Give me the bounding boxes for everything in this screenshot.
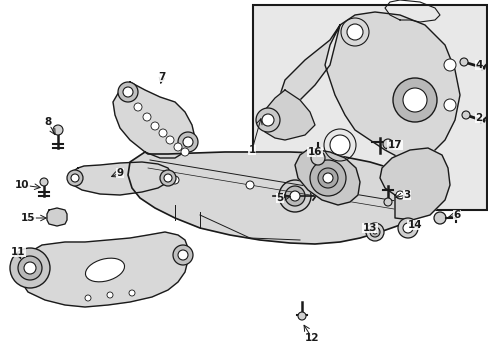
Polygon shape — [379, 148, 449, 220]
Circle shape — [310, 151, 325, 165]
Circle shape — [256, 108, 280, 132]
Text: 4: 4 — [474, 60, 482, 70]
Circle shape — [165, 136, 174, 144]
Text: 7: 7 — [158, 72, 165, 82]
Circle shape — [67, 170, 83, 186]
Circle shape — [118, 82, 138, 102]
Circle shape — [317, 168, 337, 188]
Circle shape — [71, 174, 79, 182]
Polygon shape — [294, 148, 359, 205]
Circle shape — [245, 181, 253, 189]
Circle shape — [178, 250, 187, 260]
Text: 16: 16 — [307, 147, 322, 157]
Circle shape — [323, 173, 332, 183]
Text: 14: 14 — [407, 220, 422, 230]
Circle shape — [134, 103, 142, 111]
Circle shape — [160, 170, 176, 186]
Polygon shape — [260, 90, 314, 140]
Circle shape — [443, 99, 455, 111]
Circle shape — [10, 248, 50, 288]
Circle shape — [171, 176, 179, 184]
Circle shape — [183, 137, 193, 147]
Text: 9: 9 — [116, 168, 123, 178]
Circle shape — [163, 174, 172, 182]
Circle shape — [365, 223, 383, 241]
Circle shape — [178, 132, 198, 152]
Circle shape — [174, 143, 182, 151]
Circle shape — [325, 181, 333, 189]
Circle shape — [433, 212, 445, 224]
Polygon shape — [70, 162, 172, 195]
Circle shape — [262, 114, 273, 126]
Text: 13: 13 — [362, 223, 376, 233]
Circle shape — [459, 58, 467, 66]
Circle shape — [443, 59, 455, 71]
Circle shape — [395, 191, 403, 199]
Circle shape — [181, 148, 189, 156]
Circle shape — [369, 227, 379, 237]
Circle shape — [402, 88, 426, 112]
Circle shape — [279, 180, 310, 212]
Circle shape — [85, 295, 91, 301]
Circle shape — [142, 113, 151, 121]
Circle shape — [107, 292, 113, 298]
Circle shape — [40, 178, 48, 186]
Text: 10: 10 — [15, 180, 29, 190]
Text: 2: 2 — [474, 113, 482, 123]
Circle shape — [129, 290, 135, 296]
Text: 15: 15 — [20, 213, 35, 223]
Text: 8: 8 — [44, 117, 52, 127]
Ellipse shape — [85, 258, 124, 282]
Circle shape — [383, 198, 391, 206]
Circle shape — [24, 262, 36, 274]
Polygon shape — [47, 208, 67, 226]
Circle shape — [397, 218, 417, 238]
Circle shape — [285, 186, 305, 206]
Circle shape — [151, 122, 159, 130]
Polygon shape — [18, 232, 187, 307]
Circle shape — [402, 223, 412, 233]
Circle shape — [329, 135, 349, 155]
Text: 1: 1 — [248, 145, 255, 155]
Circle shape — [461, 111, 469, 119]
Circle shape — [346, 24, 362, 40]
Circle shape — [53, 125, 63, 135]
Circle shape — [392, 78, 436, 122]
Text: 12: 12 — [304, 333, 319, 343]
Polygon shape — [113, 82, 195, 158]
Circle shape — [173, 245, 193, 265]
Circle shape — [309, 160, 346, 196]
Polygon shape — [128, 152, 429, 244]
Text: 3: 3 — [403, 190, 410, 200]
Circle shape — [372, 230, 376, 234]
Circle shape — [123, 87, 133, 97]
Text: 17: 17 — [387, 140, 402, 150]
Circle shape — [289, 191, 299, 201]
Text: 11: 11 — [11, 247, 25, 257]
Circle shape — [159, 129, 167, 137]
Circle shape — [18, 256, 42, 280]
Polygon shape — [280, 12, 459, 160]
Text: 6: 6 — [452, 210, 460, 220]
Circle shape — [382, 139, 392, 149]
Text: 5: 5 — [276, 193, 283, 203]
Circle shape — [297, 312, 305, 320]
Bar — [252, 5, 486, 210]
